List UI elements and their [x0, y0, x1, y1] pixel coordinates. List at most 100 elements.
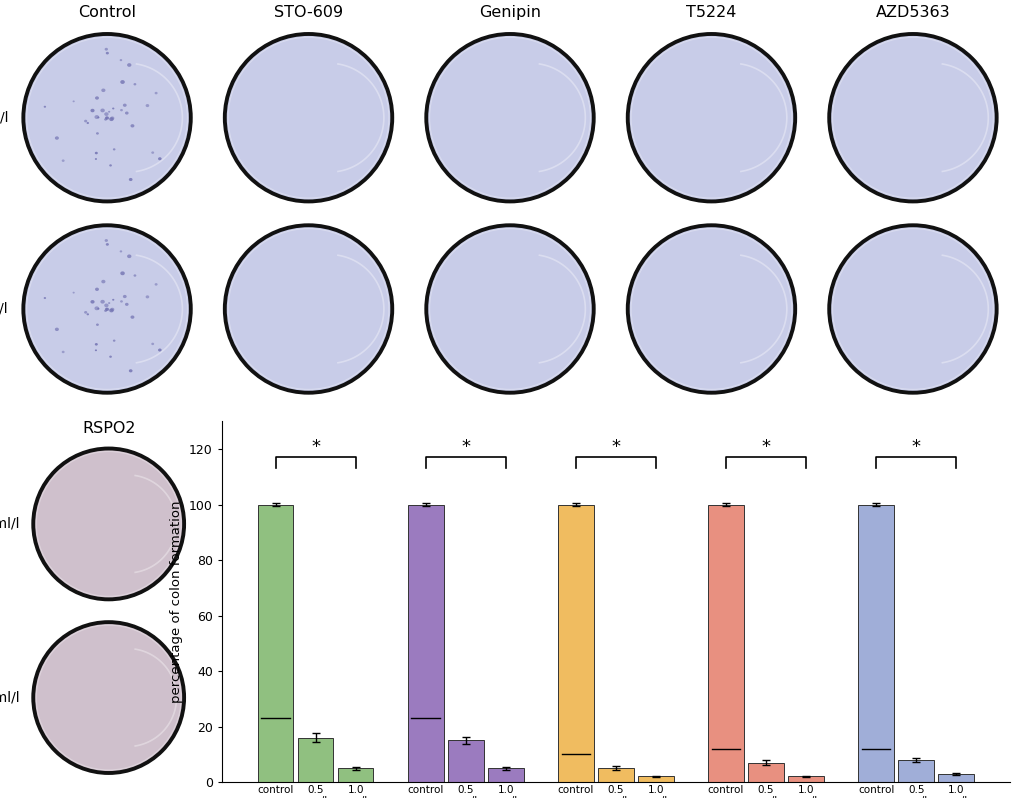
Ellipse shape [155, 283, 158, 286]
Title: T5224: T5224 [686, 5, 736, 20]
Ellipse shape [110, 117, 114, 120]
Ellipse shape [133, 83, 137, 85]
Ellipse shape [120, 271, 124, 275]
Bar [748, 763, 783, 782]
Bar [898, 760, 933, 782]
Ellipse shape [84, 120, 88, 122]
Ellipse shape [104, 113, 108, 116]
Ellipse shape [106, 52, 109, 54]
Circle shape [828, 34, 996, 201]
Ellipse shape [130, 315, 135, 318]
Bar [258, 504, 293, 782]
Circle shape [224, 225, 392, 393]
Ellipse shape [128, 178, 132, 181]
Y-axis label: percentage of colon formation: percentage of colon formation [170, 500, 183, 703]
Ellipse shape [61, 350, 64, 354]
Ellipse shape [105, 117, 109, 120]
Ellipse shape [104, 303, 108, 307]
Bar [408, 504, 443, 782]
Ellipse shape [72, 101, 74, 102]
Circle shape [627, 34, 795, 201]
Title: Control: Control [78, 5, 136, 20]
Ellipse shape [151, 342, 154, 345]
Ellipse shape [109, 309, 113, 312]
Bar [937, 774, 973, 782]
Circle shape [627, 225, 795, 393]
Ellipse shape [72, 292, 74, 294]
Ellipse shape [55, 328, 59, 331]
Ellipse shape [155, 92, 158, 94]
Ellipse shape [95, 115, 99, 119]
Ellipse shape [105, 308, 109, 311]
Ellipse shape [105, 48, 108, 50]
Ellipse shape [108, 302, 110, 304]
Bar [858, 504, 893, 782]
Circle shape [34, 448, 183, 599]
Ellipse shape [158, 349, 161, 352]
Ellipse shape [151, 152, 154, 154]
Circle shape [426, 34, 593, 201]
Ellipse shape [128, 369, 132, 373]
Text: *: * [911, 438, 920, 456]
Ellipse shape [95, 287, 99, 291]
Ellipse shape [101, 89, 105, 92]
Ellipse shape [87, 314, 89, 315]
Ellipse shape [95, 350, 97, 351]
Title: STO-609: STO-609 [274, 5, 342, 20]
Ellipse shape [95, 306, 99, 310]
Ellipse shape [97, 308, 100, 310]
Title: Genipin: Genipin [479, 5, 540, 20]
Text: 0.5μml/l: 0.5μml/l [0, 111, 8, 124]
Ellipse shape [119, 251, 122, 252]
Ellipse shape [158, 157, 161, 160]
Title: AZD5363: AZD5363 [874, 5, 950, 20]
Ellipse shape [106, 243, 109, 246]
Ellipse shape [122, 104, 126, 107]
Ellipse shape [95, 158, 97, 160]
Ellipse shape [105, 117, 108, 119]
Circle shape [224, 34, 392, 201]
Ellipse shape [87, 122, 89, 124]
Ellipse shape [122, 295, 126, 298]
Ellipse shape [120, 109, 122, 112]
Ellipse shape [112, 298, 114, 301]
Ellipse shape [95, 343, 98, 346]
Ellipse shape [55, 136, 59, 140]
Ellipse shape [44, 297, 46, 299]
Ellipse shape [127, 255, 131, 258]
Ellipse shape [112, 108, 114, 109]
Ellipse shape [127, 63, 131, 67]
Text: 1.0μml/l: 1.0μml/l [0, 690, 19, 705]
Ellipse shape [95, 152, 98, 154]
Ellipse shape [91, 109, 95, 113]
Ellipse shape [130, 124, 135, 128]
Text: 0.5μml/l: 0.5μml/l [0, 517, 19, 531]
Ellipse shape [146, 295, 149, 298]
Ellipse shape [97, 117, 100, 118]
Ellipse shape [109, 356, 112, 358]
Bar [597, 768, 633, 782]
Ellipse shape [61, 160, 64, 162]
Bar [638, 776, 673, 782]
Circle shape [23, 34, 191, 201]
Ellipse shape [100, 109, 105, 113]
Ellipse shape [125, 302, 128, 306]
Ellipse shape [133, 275, 137, 277]
Ellipse shape [96, 132, 99, 135]
Ellipse shape [110, 308, 114, 311]
Ellipse shape [120, 300, 122, 302]
Text: *: * [761, 438, 769, 456]
Ellipse shape [146, 104, 149, 107]
Bar [788, 776, 823, 782]
Circle shape [34, 622, 183, 773]
Text: *: * [461, 438, 470, 456]
Ellipse shape [100, 300, 105, 303]
Bar [298, 737, 333, 782]
Ellipse shape [109, 164, 112, 167]
Bar [447, 741, 483, 782]
Ellipse shape [104, 310, 107, 312]
Text: *: * [610, 438, 620, 456]
Ellipse shape [113, 340, 115, 342]
Bar [557, 504, 593, 782]
Ellipse shape [84, 311, 88, 314]
